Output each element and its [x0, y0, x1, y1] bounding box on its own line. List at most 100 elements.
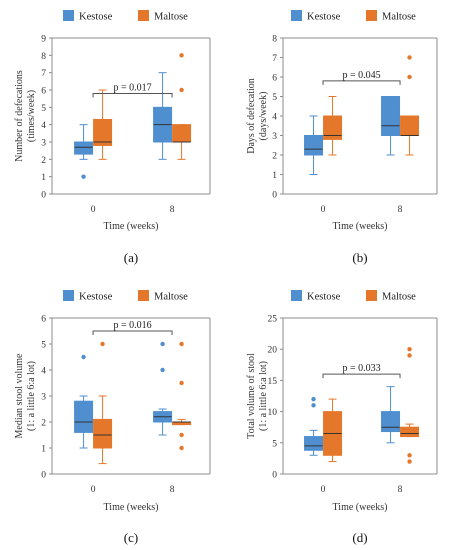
p-value-label: p = 0.045	[342, 70, 380, 81]
outlier-point	[311, 403, 316, 408]
y-tick-label: 0	[272, 471, 277, 481]
legend-swatch	[138, 290, 149, 301]
y-tick-label: 2	[41, 419, 46, 429]
chart-panel-d: Kestose Maltose 0 5 10 15 20 25 Total volume of …	[246, 290, 438, 545]
y-tick-label: 3	[41, 393, 46, 403]
outlier-point	[407, 347, 412, 352]
outlier-point	[179, 432, 184, 438]
y-tick-label: 0	[41, 471, 46, 481]
panel-label: (b)	[352, 250, 367, 265]
x-axis-label: Time (weeks)	[333, 221, 388, 232]
y-tick-label: 2	[272, 152, 277, 162]
legend-label: Kestose	[79, 292, 113, 303]
box-maltose	[400, 426, 420, 438]
box-kestose	[74, 141, 94, 155]
y-axis-label: (days/week)	[258, 92, 269, 141]
y-tick-label: 7	[41, 69, 46, 79]
outlier-point	[407, 74, 412, 80]
x-axis-label: Time (weeks)	[333, 502, 388, 513]
y-tick-label: 6	[41, 315, 46, 325]
y-tick-label: 2	[41, 156, 46, 166]
p-value-label: p = 0.016	[114, 320, 152, 331]
y-tick-label: 4	[272, 113, 277, 123]
legend-swatch	[366, 290, 377, 301]
outlier-point	[407, 353, 412, 358]
x-tick-label: 0	[91, 485, 96, 495]
box-kestose	[304, 436, 324, 451]
x-tick-label: 0	[321, 485, 326, 495]
chart-panel-a: Kestose Maltose 0 1 2 3 4 5 6 7 8 9 Number of defeca…	[14, 10, 211, 265]
significance-bracket	[92, 330, 173, 335]
outlier-point	[100, 341, 105, 347]
y-tick-label: 5	[272, 439, 277, 449]
chart-panel-b: Kestose Maltose 0 1 2 3 4 5 6 7 8 Days of defecatio…	[246, 10, 438, 265]
legend-label: Maltose	[382, 12, 416, 23]
outlier-point	[81, 174, 86, 179]
significance-bracket	[92, 92, 173, 98]
box-maltose	[400, 115, 420, 136]
box-kestose	[381, 411, 401, 433]
y-tick-label: 9	[41, 35, 46, 45]
y-tick-label: 10	[268, 408, 278, 418]
y-axis-label: Total volume of stool	[246, 353, 257, 439]
y-tick-label: 15	[268, 377, 278, 387]
y-tick-label: 3	[41, 139, 46, 149]
y-axis-label: (1: a little 6:a lot)	[258, 361, 269, 431]
outlier-point	[179, 380, 184, 386]
legend-label: Kestose	[79, 12, 113, 23]
box-maltose	[172, 124, 192, 143]
legend-swatch	[63, 290, 74, 301]
y-tick-label: 0	[41, 191, 46, 201]
significance-bracket	[322, 80, 401, 85]
y-tick-label: 5	[41, 341, 46, 351]
y-tick-label: 25	[268, 315, 278, 325]
box-maltose	[323, 115, 343, 140]
y-tick-label: 6	[272, 74, 277, 84]
box-maltose	[93, 418, 113, 449]
x-tick-label: 8	[398, 485, 403, 495]
y-tick-label: 0	[272, 191, 277, 201]
outlier-point	[81, 354, 86, 360]
panel-label: (d)	[352, 530, 367, 545]
outlier-point	[179, 87, 184, 93]
x-tick-label: 8	[170, 205, 175, 215]
y-tick-label: 5	[41, 104, 46, 114]
box-kestose	[74, 400, 94, 433]
outlier-point	[179, 341, 184, 347]
outlier-point	[179, 53, 184, 58]
legend-swatch	[366, 10, 377, 21]
box-kestose	[381, 96, 401, 136]
x-axis-label: Time (weeks)	[104, 502, 159, 513]
outlier-point	[311, 396, 316, 402]
y-tick-label: 8	[41, 52, 46, 62]
outlier-point	[160, 341, 165, 347]
y-axis-label: (times/week)	[26, 90, 37, 142]
legend-swatch	[291, 10, 302, 21]
outlier-point	[160, 367, 165, 373]
y-tick-label: 6	[41, 87, 46, 97]
panel-label: (c)	[124, 530, 138, 545]
y-tick-label: 4	[41, 121, 46, 131]
y-tick-label: 1	[272, 171, 277, 181]
y-axis-label: Median stool volume	[14, 353, 25, 439]
y-tick-label: 1	[41, 173, 46, 183]
y-axis-label: Number of defecations	[14, 70, 25, 162]
outlier-point	[407, 453, 412, 458]
y-tick-label: 5	[272, 93, 277, 103]
box-maltose	[93, 118, 113, 146]
p-value-label: p = 0.033	[342, 363, 380, 374]
chart-panel-c: Kestose Maltose 0 1 2 3 4 5 6 Median stool volume…	[14, 290, 211, 545]
x-tick-label: 0	[321, 205, 326, 215]
legend-swatch	[291, 290, 302, 301]
y-tick-label: 4	[41, 367, 46, 377]
outlier-point	[407, 459, 412, 464]
box-kestose	[304, 135, 324, 156]
outlier-point	[179, 445, 184, 451]
legend-label: Maltose	[154, 292, 188, 303]
significance-bracket	[322, 373, 401, 379]
y-tick-label: 1	[41, 445, 46, 455]
panel-label: (a)	[124, 250, 138, 265]
y-tick-label: 7	[272, 54, 277, 64]
legend-swatch	[63, 10, 74, 21]
